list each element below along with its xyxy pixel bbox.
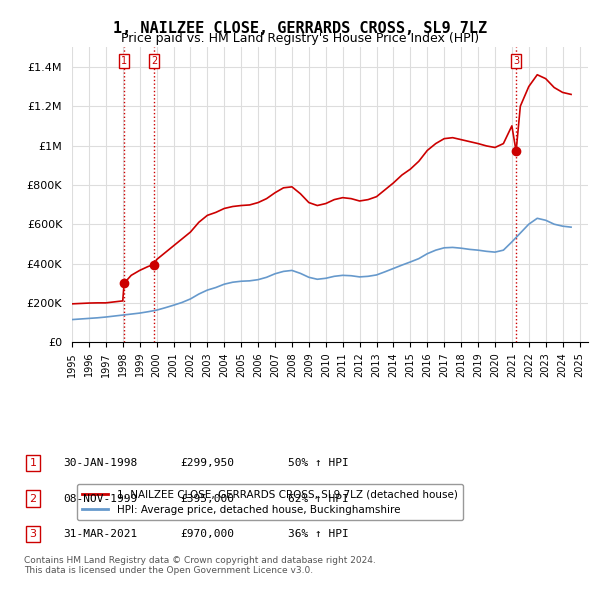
- Text: Price paid vs. HM Land Registry's House Price Index (HPI): Price paid vs. HM Land Registry's House …: [121, 32, 479, 45]
- Text: 30-JAN-1998: 30-JAN-1998: [63, 458, 137, 468]
- Text: 1, NAILZEE CLOSE, GERRARDS CROSS, SL9 7LZ: 1, NAILZEE CLOSE, GERRARDS CROSS, SL9 7L…: [113, 21, 487, 35]
- Text: 36% ↑ HPI: 36% ↑ HPI: [288, 529, 349, 539]
- Text: 2: 2: [29, 494, 37, 503]
- Text: 62% ↑ HPI: 62% ↑ HPI: [288, 494, 349, 503]
- Text: £299,950: £299,950: [180, 458, 234, 468]
- Text: 08-NOV-1999: 08-NOV-1999: [63, 494, 137, 503]
- Text: Contains HM Land Registry data © Crown copyright and database right 2024.
This d: Contains HM Land Registry data © Crown c…: [24, 556, 376, 575]
- Text: 50% ↑ HPI: 50% ↑ HPI: [288, 458, 349, 468]
- Text: £970,000: £970,000: [180, 529, 234, 539]
- Text: 1: 1: [121, 56, 127, 66]
- Text: £395,000: £395,000: [180, 494, 234, 503]
- Legend: 1, NAILZEE CLOSE, GERRARDS CROSS, SL9 7LZ (detached house), HPI: Average price, : 1, NAILZEE CLOSE, GERRARDS CROSS, SL9 7L…: [77, 484, 463, 520]
- Text: 3: 3: [29, 529, 37, 539]
- Text: 2: 2: [151, 56, 157, 66]
- Text: 31-MAR-2021: 31-MAR-2021: [63, 529, 137, 539]
- Text: 3: 3: [513, 56, 519, 66]
- Text: 1: 1: [29, 458, 37, 468]
